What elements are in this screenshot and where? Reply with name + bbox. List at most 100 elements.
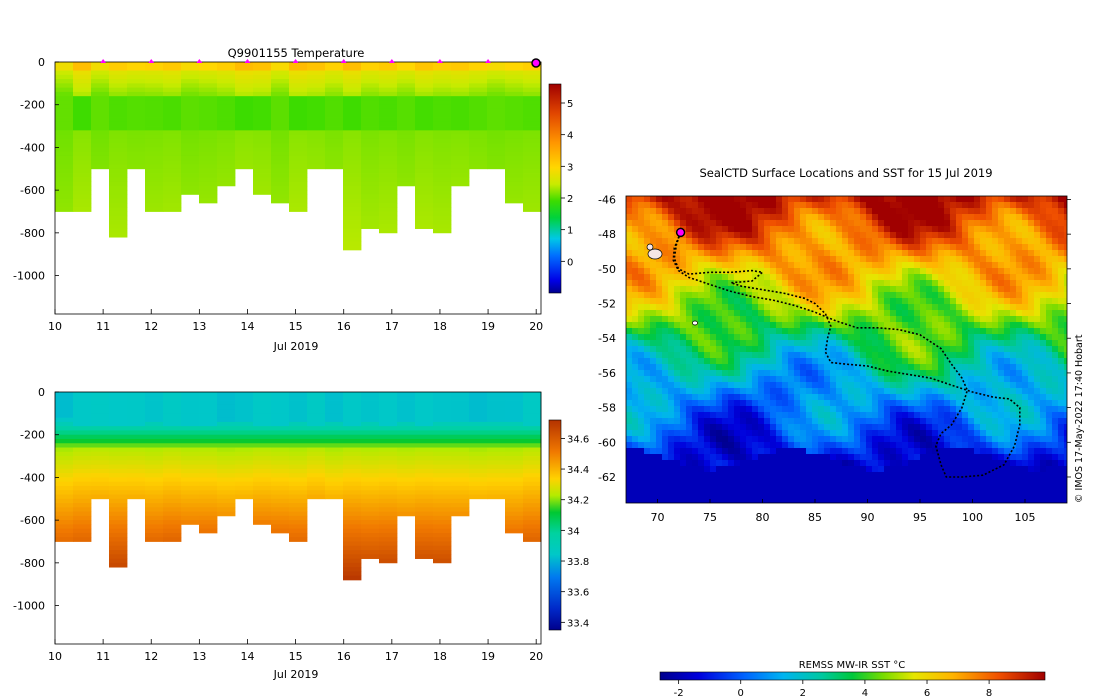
sst-cell	[812, 406, 819, 413]
sst-cell	[716, 340, 723, 347]
sst-cell	[866, 274, 873, 281]
sst-cell	[1004, 436, 1011, 443]
salinity-cell	[235, 443, 254, 448]
temperature-cell	[307, 134, 326, 140]
sst-cell	[1016, 196, 1023, 203]
sst-cell	[812, 232, 819, 239]
sst-cell	[1010, 364, 1017, 371]
temperature-cell	[343, 215, 362, 221]
sst-cell	[860, 244, 867, 251]
sst-cell	[980, 430, 987, 437]
sst-cell	[710, 364, 717, 371]
temperature-cell	[343, 220, 362, 225]
salinity-cell	[55, 511, 74, 517]
sst-cell	[872, 268, 879, 275]
sst-cell	[758, 376, 765, 383]
temperature-cell	[217, 181, 236, 187]
salinity-cell	[415, 541, 434, 547]
sst-cell	[962, 370, 969, 377]
sst-cell	[818, 202, 825, 209]
temperature-cell	[217, 121, 236, 127]
temperature-cell	[217, 66, 236, 71]
sst-cell	[1028, 238, 1035, 245]
sst-cell	[734, 430, 741, 437]
sst-cell	[704, 262, 711, 269]
sst-cell	[890, 310, 897, 317]
temperature-cell	[451, 143, 470, 148]
sst-cell	[866, 442, 873, 449]
sst-cell	[674, 370, 681, 377]
salinity-cell	[271, 515, 290, 521]
sst-cell	[890, 430, 897, 437]
sst-cell	[818, 232, 825, 239]
sst-cell	[638, 256, 645, 263]
sst-cell	[932, 328, 939, 335]
sst-cell	[638, 436, 645, 443]
salinity-cell	[415, 392, 434, 397]
temperature-cell	[253, 164, 272, 170]
temperature-cell	[127, 79, 146, 84]
temperature-cell	[199, 143, 218, 148]
sst-cell	[806, 328, 813, 335]
sst-cell	[926, 322, 933, 329]
sst-cell	[794, 214, 801, 221]
sst-cell	[704, 292, 711, 299]
sst-cell	[860, 418, 867, 425]
salinity-cell	[379, 485, 398, 491]
sst-cell	[872, 328, 879, 335]
salinity-cell	[271, 392, 290, 397]
sst-cell	[1064, 310, 1067, 317]
sst-cell	[986, 358, 993, 365]
salinity-cell	[325, 434, 344, 440]
sst-cell	[752, 442, 759, 449]
salinity-cell	[199, 468, 218, 474]
temperature-cell	[145, 108, 164, 114]
sst-cell	[1010, 268, 1017, 275]
sst-cell	[1058, 274, 1065, 281]
sst-cell	[764, 292, 771, 299]
salinity-cell	[343, 396, 362, 401]
temperature-cell	[433, 224, 452, 229]
salinity-cell	[469, 485, 488, 491]
sst-cell	[824, 358, 831, 365]
sst-cell	[632, 394, 639, 401]
temperature-cell	[469, 104, 488, 110]
salinity-cell	[181, 447, 200, 453]
sst-cell	[782, 424, 789, 431]
sst-cell	[698, 286, 705, 293]
sst-cell	[854, 394, 861, 401]
salinity-cell	[289, 511, 308, 517]
sst-cell	[1010, 352, 1017, 359]
temperature-cell	[199, 130, 218, 136]
sst-cell	[704, 256, 711, 263]
salinity-cell	[343, 537, 362, 542]
salinity-cell	[415, 396, 434, 401]
salinity-cell	[505, 460, 524, 466]
sst-cell	[1022, 334, 1029, 341]
sst-cell	[974, 352, 981, 359]
sst-cell	[950, 364, 957, 371]
sst-cell	[836, 436, 843, 443]
sst-cell	[818, 322, 825, 329]
sst-cell	[1016, 280, 1023, 287]
sst-cell	[644, 406, 651, 413]
temperature-cell	[361, 70, 380, 76]
sst-cell	[806, 286, 813, 293]
salinity-cell	[91, 468, 110, 474]
sst-cell	[992, 376, 999, 383]
salinity-cell	[433, 511, 452, 517]
salinity-cell	[523, 404, 542, 410]
salinity-cell	[505, 503, 524, 508]
sst-cell	[656, 298, 663, 305]
sst-cell	[626, 310, 633, 317]
temperature-cell	[181, 143, 200, 148]
salinity-cell	[271, 524, 290, 530]
sst-cell	[1058, 262, 1065, 269]
sst-cell	[1004, 316, 1011, 323]
sst-cell	[902, 304, 909, 311]
temperature-cell	[181, 117, 200, 123]
sst-cell	[782, 400, 789, 407]
sst-cell	[998, 226, 1005, 233]
sst-cell	[800, 262, 807, 269]
salinity-cell	[415, 447, 434, 453]
